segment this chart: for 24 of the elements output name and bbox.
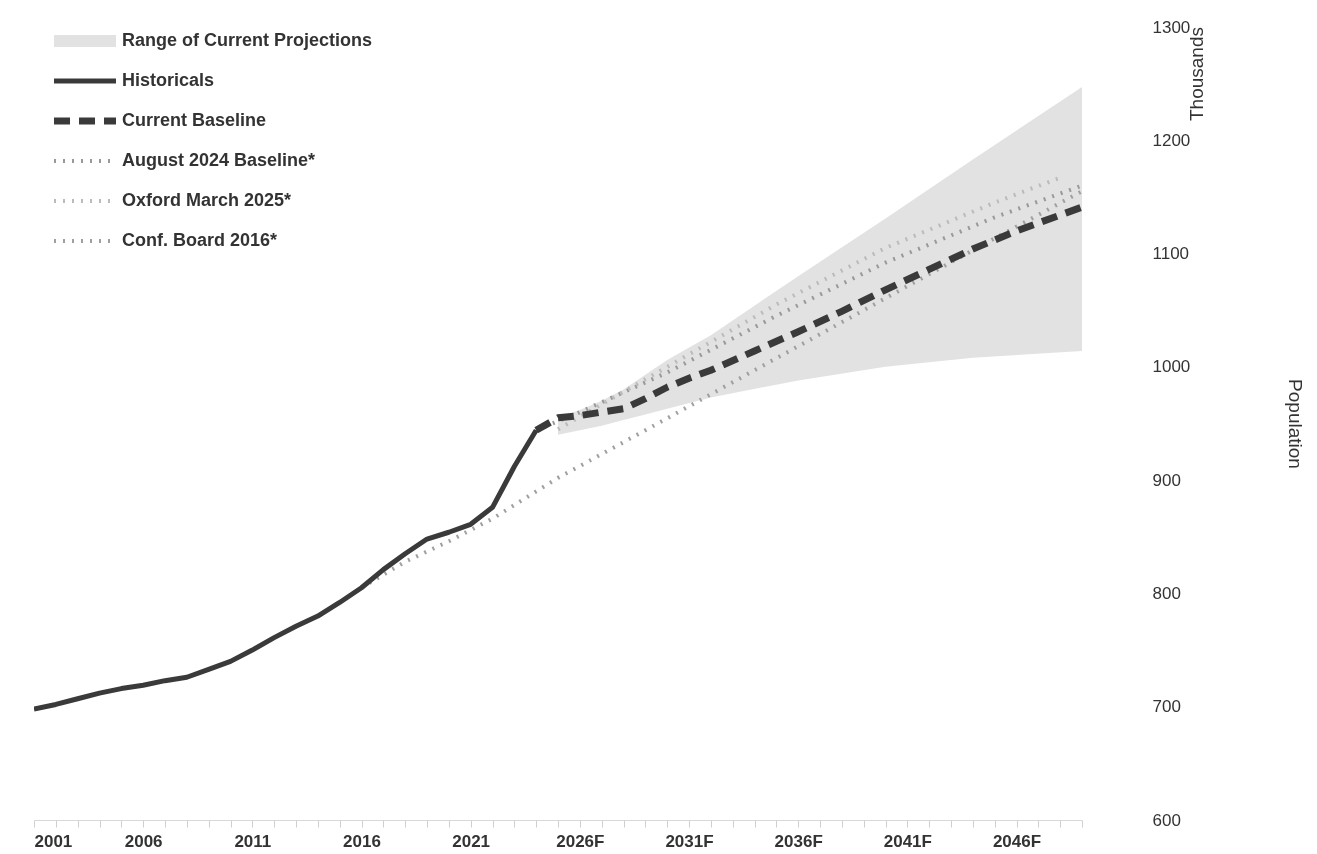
- x-tick-label: 2026F: [556, 831, 605, 851]
- y-tick-label: 800: [1152, 583, 1181, 603]
- x-tick-label: 2046F: [992, 831, 1042, 851]
- legend-label: Range of Current Projections: [122, 30, 373, 50]
- y-axis-title: Population: [1285, 379, 1307, 469]
- y-tick-label: 600: [1152, 810, 1181, 830]
- x-tick-label: 2041F: [883, 831, 932, 851]
- x-tick-label: 2031F: [665, 831, 714, 851]
- x-tick-label: 2036F: [774, 831, 823, 851]
- x-tick-label: 2011: [234, 831, 272, 851]
- x-tick-label: 2021: [452, 831, 491, 851]
- legend-label: Oxford March 2025*: [122, 190, 292, 210]
- x-tick-label: 2006: [124, 831, 163, 851]
- y-tick-label: 1000: [1152, 357, 1191, 377]
- x-tick-label: 2016: [343, 831, 381, 851]
- legend-label: Conf. Board 2016*: [122, 230, 278, 250]
- legend-label: Current Baseline: [122, 110, 267, 130]
- y-tick-label: 700: [1152, 697, 1181, 717]
- y-tick-label: 1100: [1152, 244, 1190, 264]
- y-tick-label: 900: [1152, 470, 1181, 490]
- x-tick-label: 2001: [34, 831, 73, 851]
- legend-label: August 2024 Baseline*: [122, 150, 316, 170]
- y-tick-label: 1200: [1152, 130, 1191, 150]
- legend-label: Historicals: [122, 70, 215, 90]
